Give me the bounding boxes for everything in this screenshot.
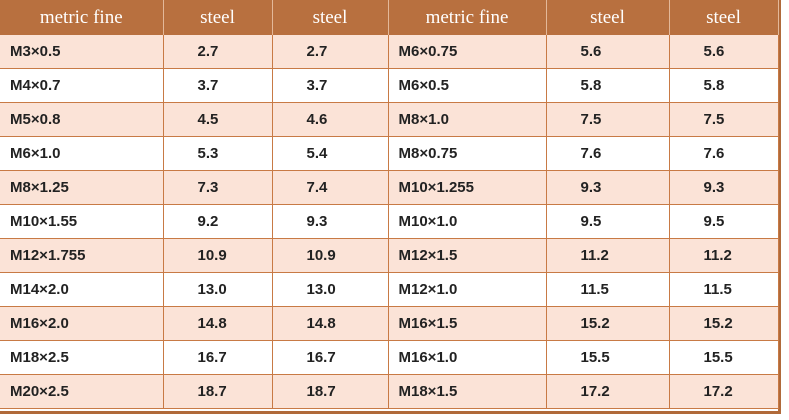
thread-size-right: M8×0.75	[388, 136, 547, 171]
header-steel-4: steel	[669, 0, 779, 35]
table-row: M14×2.0 13.0 13.0 M12×1.0 11.5 11.5	[0, 272, 779, 307]
steel-value-2: 7.4	[272, 170, 389, 205]
thread-size-left: M3×0.5	[0, 35, 164, 69]
header-steel-1: steel	[163, 0, 273, 35]
thread-size-right: M16×1.5	[388, 306, 547, 341]
steel-value-2: 9.3	[272, 204, 389, 239]
thread-size-right: M18×1.5	[388, 374, 547, 409]
table-frame: metric fine steel steel metric fine stee…	[0, 0, 781, 414]
steel-value-4: 17.2	[669, 374, 779, 409]
table-row: M5×0.8 4.5 4.6 M8×1.0 7.5 7.5	[0, 102, 779, 137]
header-steel-2: steel	[272, 0, 389, 35]
table-row: M16×2.0 14.8 14.8 M16×1.5 15.2 15.2	[0, 306, 779, 341]
steel-value-1: 18.7	[163, 374, 273, 409]
table-row: M4×0.7 3.7 3.7 M6×0.5 5.8 5.8	[0, 68, 779, 103]
steel-value-4: 11.2	[669, 238, 779, 273]
table-row: M3×0.5 2.7 2.7 M6×0.75 5.6 5.6	[0, 35, 779, 69]
steel-value-2: 10.9	[272, 238, 389, 273]
steel-value-1: 13.0	[163, 272, 273, 307]
steel-value-2: 18.7	[272, 374, 389, 409]
thread-size-left: M16×2.0	[0, 306, 164, 341]
steel-value-1: 4.5	[163, 102, 273, 137]
thread-size-right: M12×1.5	[388, 238, 547, 273]
steel-value-1: 10.9	[163, 238, 273, 273]
steel-value-1: 16.7	[163, 340, 273, 375]
steel-value-1: 9.2	[163, 204, 273, 239]
steel-value-4: 7.5	[669, 102, 779, 137]
steel-value-4: 5.6	[669, 35, 779, 69]
steel-value-4: 15.2	[669, 306, 779, 341]
steel-value-3: 9.3	[546, 170, 670, 205]
thread-size-left: M6×1.0	[0, 136, 164, 171]
table-row: M18×2.5 16.7 16.7 M16×1.0 15.5 15.5	[0, 340, 779, 375]
steel-value-1: 14.8	[163, 306, 273, 341]
header-metric-fine-left: metric fine	[0, 0, 164, 35]
thread-size-right: M6×0.5	[388, 68, 547, 103]
steel-value-2: 14.8	[272, 306, 389, 341]
steel-value-3: 5.8	[546, 68, 670, 103]
steel-value-2: 16.7	[272, 340, 389, 375]
steel-value-1: 7.3	[163, 170, 273, 205]
steel-value-2: 3.7	[272, 68, 389, 103]
table-row: M20×2.5 18.7 18.7 M18×1.5 17.2 17.2	[0, 374, 779, 409]
header-metric-fine-right: metric fine	[388, 0, 547, 35]
steel-value-3: 17.2	[546, 374, 670, 409]
thread-size-right: M6×0.75	[388, 35, 547, 69]
header-steel-3: steel	[546, 0, 670, 35]
table-row: M12×1.755 10.9 10.9 M12×1.5 11.2 11.2	[0, 238, 779, 273]
thread-size-right: M12×1.0	[388, 272, 547, 307]
thread-size-right: M16×1.0	[388, 340, 547, 375]
steel-value-3: 11.5	[546, 272, 670, 307]
thread-size-right: M10×1.255	[388, 170, 547, 205]
table-body: M3×0.5 2.7 2.7 M6×0.75 5.6 5.6 M4×0.7 3.7 3.7 M6×…	[0, 35, 779, 409]
thread-size-left: M14×2.0	[0, 272, 164, 307]
steel-value-4: 7.6	[669, 136, 779, 171]
steel-value-2: 2.7	[272, 35, 389, 69]
steel-value-4: 9.5	[669, 204, 779, 239]
thread-size-right: M8×1.0	[388, 102, 547, 137]
steel-value-4: 15.5	[669, 340, 779, 375]
thread-size-right: M10×1.0	[388, 204, 547, 239]
steel-value-2: 13.0	[272, 272, 389, 307]
thread-size-left: M18×2.5	[0, 340, 164, 375]
table-row: M8×1.25 7.3 7.4 M10×1.255 9.3 9.3	[0, 170, 779, 205]
steel-value-3: 15.5	[546, 340, 670, 375]
thread-size-left: M10×1.55	[0, 204, 164, 239]
table-row: M6×1.0 5.3 5.4 M8×0.75 7.6 7.6	[0, 136, 779, 171]
steel-value-1: 5.3	[163, 136, 273, 171]
steel-value-4: 5.8	[669, 68, 779, 103]
steel-value-2: 4.6	[272, 102, 389, 137]
steel-value-3: 7.5	[546, 102, 670, 137]
thread-size-left: M8×1.25	[0, 170, 164, 205]
steel-value-3: 5.6	[546, 35, 670, 69]
steel-value-4: 11.5	[669, 272, 779, 307]
steel-value-1: 3.7	[163, 68, 273, 103]
steel-value-1: 2.7	[163, 35, 273, 69]
thread-tap-drill-table: metric fine steel steel metric fine stee…	[0, 0, 779, 409]
steel-value-4: 9.3	[669, 170, 779, 205]
steel-value-3: 11.2	[546, 238, 670, 273]
steel-value-3: 9.5	[546, 204, 670, 239]
table-row: M10×1.55 9.2 9.3 M10×1.0 9.5 9.5	[0, 204, 779, 239]
steel-value-3: 7.6	[546, 136, 670, 171]
thread-size-left: M4×0.7	[0, 68, 164, 103]
thread-size-left: M20×2.5	[0, 374, 164, 409]
steel-value-3: 15.2	[546, 306, 670, 341]
header-row: metric fine steel steel metric fine stee…	[0, 0, 779, 35]
thread-size-left: M12×1.755	[0, 238, 164, 273]
thread-size-left: M5×0.8	[0, 102, 164, 137]
steel-value-2: 5.4	[272, 136, 389, 171]
